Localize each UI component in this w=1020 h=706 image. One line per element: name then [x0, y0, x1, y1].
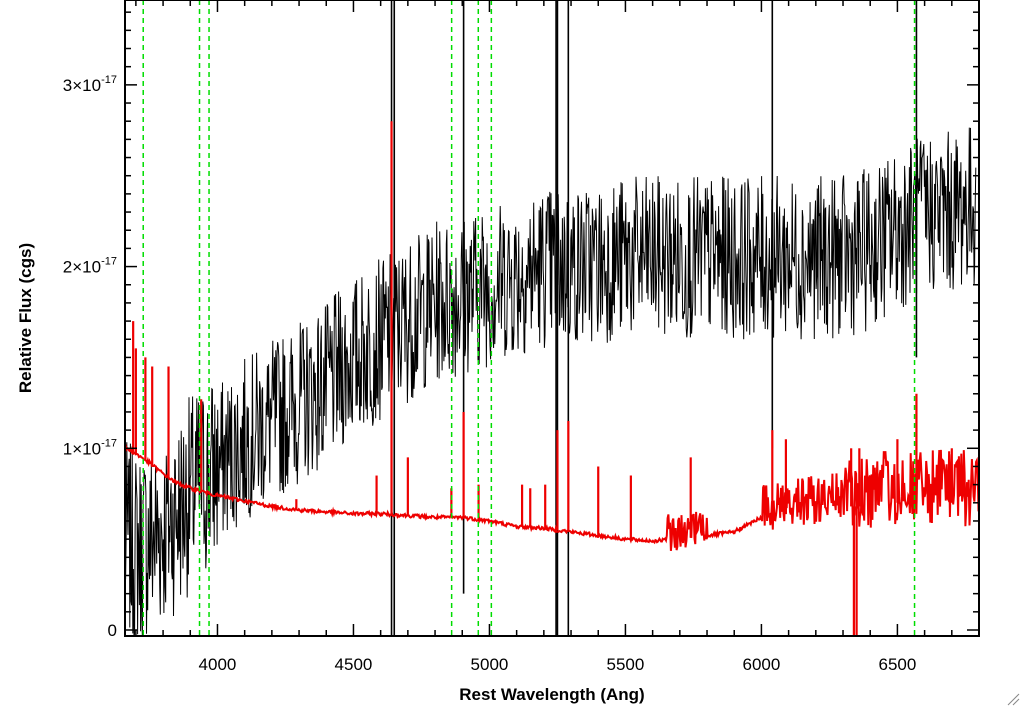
y-tick-labels: 0 1×10-17 2×10-17 3×10-17 [63, 74, 117, 640]
y-axis-title: Relative Flux (cgs) [16, 243, 35, 393]
plot-frame [124, 0, 980, 637]
x-tick-label: 4000 [199, 655, 237, 674]
model-spectrum-line [125, 442, 979, 551]
x-tick-label: 4500 [335, 655, 373, 674]
x-tick-label: 5000 [471, 655, 509, 674]
y-tick-label: 2×10-17 [63, 256, 117, 277]
x-tick-labels: 4000 4500 5000 5500 6000 6500 [199, 655, 917, 674]
x-tick-label: 6500 [878, 655, 916, 674]
x-axis-title: Rest Wavelength (Ang) [459, 685, 644, 704]
observed-spectrum-line [125, 127, 977, 636]
resize-grip-icon[interactable] [1007, 693, 1020, 706]
emission-line-markers [142, 0, 916, 636]
y-tick-label: 0 [108, 621, 117, 640]
x-tick-label: 5500 [607, 655, 645, 674]
y-tick-label: 1×10-17 [63, 437, 117, 458]
x-tick-label: 6000 [743, 655, 781, 674]
y-tick-label: 3×10-17 [63, 74, 117, 95]
